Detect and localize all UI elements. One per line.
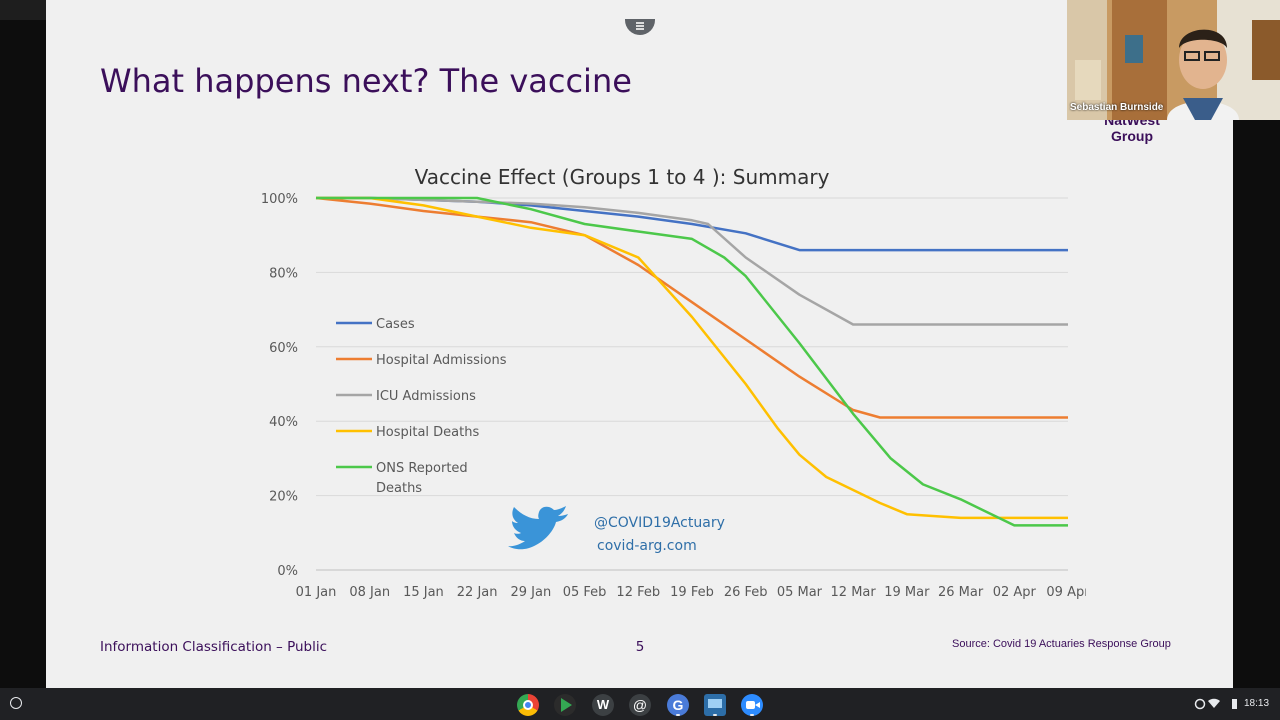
clock: 18:13 [1244,698,1270,709]
chart-title: Vaccine Effect (Groups 1 to 4 ): Summary [415,165,830,189]
annotation-url: covid-arg.com [597,538,697,554]
x-tick-label: 09 Apr [1046,585,1086,600]
share-toolbar-handle[interactable] [625,19,655,35]
series-line-icu-admissions [316,196,1068,326]
at-app-icon[interactable]: @ [629,694,651,716]
x-tick-label: 19 Mar [884,585,930,600]
legend-label: ICU Admissions [376,389,476,404]
battery-icon [1232,699,1237,709]
g-app-icon[interactable]: G [667,694,689,716]
x-tick-label: 15 Jan [403,585,444,600]
network-status-icon [1194,698,1206,710]
right-letterbox [1233,120,1280,688]
twitter-annotation: @COVID19Actuary covid-arg.com [508,506,725,554]
x-tick-label: 12 Feb [616,585,660,600]
presentation-slide: What happens next? The vaccine NatWest G… [46,0,1233,688]
x-tick-label: 26 Feb [724,585,768,600]
chart-series [315,196,1068,527]
slide-number: 5 [635,639,645,655]
source-note: Source: Covid 19 Actuaries Response Grou… [952,638,1171,650]
brand-line-2: Group [1111,128,1153,144]
chrome-icon[interactable] [517,694,539,716]
x-tick-label: 08 Jan [349,585,390,600]
running-indicator [676,714,680,716]
zoom-app-icon[interactable] [741,694,763,716]
series-line-hospital-deaths [316,196,1068,520]
participant-video-frame [1067,0,1280,120]
series-line-hospital-admissions [315,196,1068,419]
x-tick-label: 01 Jan [296,585,337,600]
slide-title: What happens next? The vaccine [100,62,632,100]
x-tick-label: 05 Feb [563,585,607,600]
participant-video-tile[interactable] [1067,0,1280,120]
play-store-icon[interactable] [554,694,576,716]
series-line-ons-reported-deaths [316,196,1068,527]
legend-label: Hospital Deaths [376,425,479,440]
x-tick-label: 29 Jan [510,585,551,600]
screen-share-area: What happens next? The vaccine NatWest G… [0,0,1280,688]
annotation-handle: @COVID19Actuary [594,515,725,531]
x-axis-labels: 01 Jan 08 Jan 15 Jan 22 Jan 29 Jan 05 Feb 12 F… [296,585,1086,600]
y-axis-labels: 0% 20% 40% 60% 80% 100% [261,192,298,579]
menu-icon [636,22,644,24]
left-letterbox [0,20,46,688]
y-tick-label: 60% [269,341,298,356]
legend-label: Hospital Admissions [376,353,507,368]
x-tick-label: 02 Apr [993,585,1037,600]
twitter-bird-icon [508,506,568,550]
webex-app-icon[interactable]: W [592,694,614,716]
x-tick-label: 05 Mar [777,585,823,600]
x-tick-label: 19 Feb [670,585,714,600]
launcher-icon[interactable] [10,697,22,709]
legend-label: ONS Reported Deaths [376,461,468,496]
y-tick-label: 0% [277,564,298,579]
wifi-icon [1208,698,1220,708]
classification-label: Information Classification – Public [100,639,328,655]
vaccine-effect-chart: 0% 20% 40% 60% 80% 100% 01 Jan 08 Jan 15 Jan 22 … [261,165,1086,600]
chart-legend: Cases Hospital Admissions ICU Admissions Ho… [336,317,507,496]
running-indicator [750,714,754,716]
y-tick-label: 80% [269,266,298,281]
system-tray[interactable] [1194,694,1274,714]
legend-label: Cases [376,317,415,332]
remote-desktop-icon[interactable] [704,694,726,716]
y-tick-label: 20% [269,490,298,505]
running-indicator [713,714,717,716]
x-tick-label: 12 Mar [831,585,877,600]
x-tick-label: 26 Mar [938,585,984,600]
y-tick-label: 40% [269,415,298,430]
participant-name-label: Sebastian Burnside [1070,102,1164,113]
y-tick-label: 100% [261,192,298,207]
x-tick-label: 22 Jan [457,585,498,600]
